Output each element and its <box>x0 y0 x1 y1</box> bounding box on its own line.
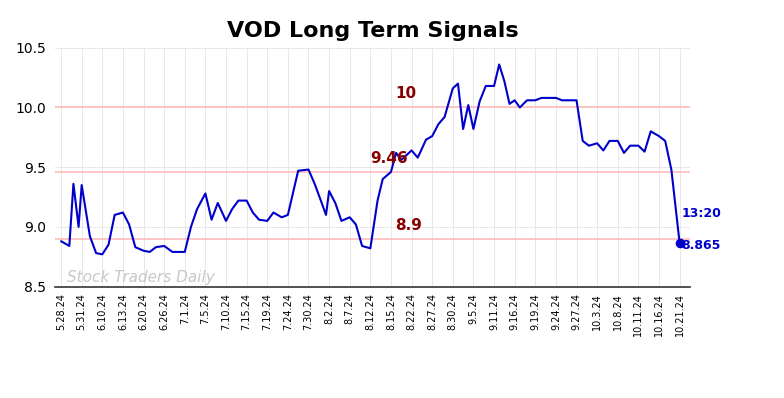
Text: 13:20: 13:20 <box>681 207 721 220</box>
Text: 8.865: 8.865 <box>681 239 721 252</box>
Point <box>673 240 686 246</box>
Text: Stock Traders Daily: Stock Traders Daily <box>67 270 215 285</box>
Title: VOD Long Term Signals: VOD Long Term Signals <box>227 21 518 41</box>
Text: 9.46: 9.46 <box>370 151 408 166</box>
Text: 8.9: 8.9 <box>395 218 422 233</box>
Text: 10: 10 <box>395 86 416 101</box>
